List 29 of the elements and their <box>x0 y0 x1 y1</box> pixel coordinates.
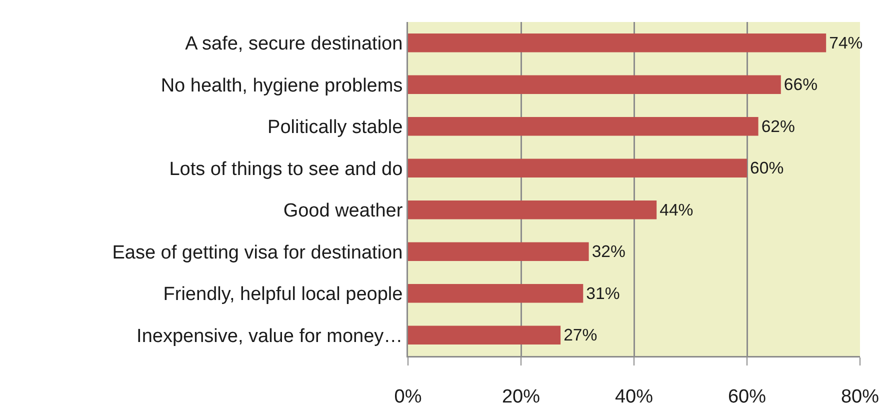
data-label: 44% <box>660 200 694 220</box>
y-tick-label: Ease of getting visa for destination <box>112 242 403 264</box>
bar <box>408 75 781 94</box>
y-tick-label: Friendly, helpful local people <box>163 284 403 306</box>
y-tick-label: Lots of things to see and do <box>169 158 403 180</box>
data-label: 32% <box>592 242 626 262</box>
x-tick-label: 60% <box>728 386 766 408</box>
y-tick-label: A safe, secure destination <box>185 34 403 55</box>
y-tick-label: No health, hygiene problems <box>160 75 403 96</box>
data-label: 66% <box>784 75 818 94</box>
bar <box>408 284 584 303</box>
y-tick-label: Politically stable <box>268 117 403 138</box>
bar <box>408 33 826 52</box>
data-label: 27% <box>564 326 598 345</box>
bar <box>408 158 747 178</box>
x-tick-label: 80% <box>840 386 880 408</box>
data-label: 62% <box>761 116 795 136</box>
bar <box>408 116 758 136</box>
x-tick-label: 20% <box>502 386 540 408</box>
data-label: 60% <box>750 158 784 178</box>
bar <box>408 200 657 220</box>
y-tick-label: Good weather <box>283 200 404 222</box>
data-label: 74% <box>829 33 863 52</box>
bar <box>408 326 561 345</box>
data-label: 31% <box>586 284 620 303</box>
y-tick-label: Inexpensive, value for money… <box>136 326 403 347</box>
x-tick-label: 40% <box>614 386 654 408</box>
bar <box>408 242 589 262</box>
x-tick-label: 0% <box>394 386 422 408</box>
